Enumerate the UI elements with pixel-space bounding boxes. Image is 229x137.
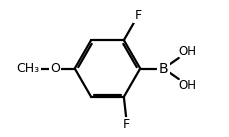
Text: F: F	[134, 9, 142, 22]
Text: CH₃: CH₃	[16, 62, 40, 75]
Text: B: B	[159, 62, 168, 75]
Text: F: F	[123, 118, 130, 131]
Text: OH: OH	[179, 79, 197, 92]
Text: O: O	[50, 62, 60, 75]
Text: OH: OH	[179, 45, 197, 58]
